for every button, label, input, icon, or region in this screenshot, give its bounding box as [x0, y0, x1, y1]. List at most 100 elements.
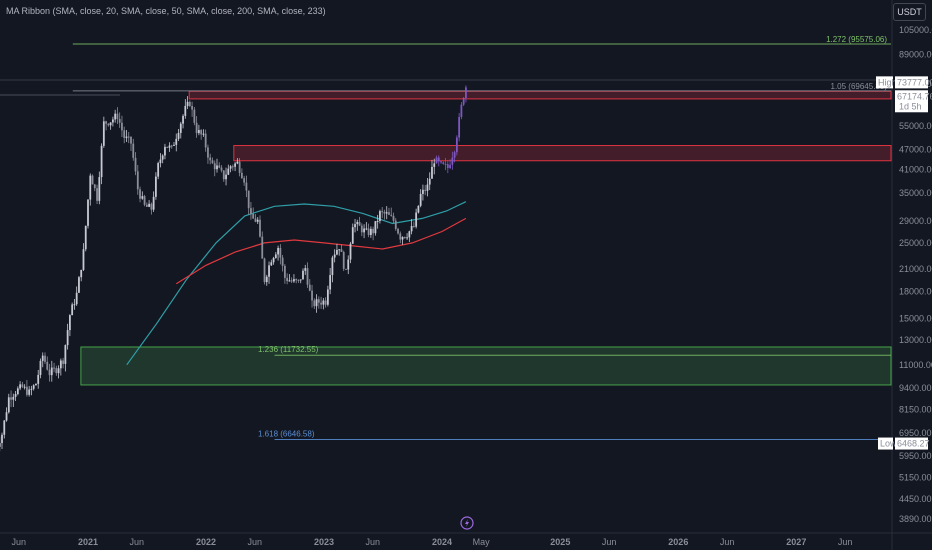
candle-body	[188, 101, 191, 107]
candle	[277, 245, 279, 261]
candle	[397, 227, 399, 235]
y-tick-label-12: 13000.00	[899, 335, 932, 345]
candle-body	[7, 397, 10, 413]
candle-countdown: 1d 5h	[899, 101, 922, 111]
candle	[259, 215, 261, 238]
candle	[84, 225, 87, 252]
candle	[35, 383, 37, 386]
candle	[440, 160, 442, 164]
candle-body	[84, 225, 87, 250]
candle-body	[385, 212, 388, 214]
low-tag-value: 6468.27	[897, 439, 930, 449]
candle	[415, 208, 418, 229]
candle-body	[234, 163, 236, 167]
low-tag-label: Low	[880, 439, 897, 449]
candle-body	[293, 279, 295, 282]
candle	[87, 199, 89, 229]
candle	[435, 155, 438, 164]
candle-body	[247, 190, 250, 209]
candle	[392, 212, 395, 224]
candle-body	[222, 170, 225, 180]
candle	[82, 243, 85, 271]
candle	[41, 352, 44, 368]
candle	[75, 286, 78, 306]
candle	[161, 154, 164, 164]
candle	[279, 244, 282, 265]
candle-body	[453, 152, 456, 158]
candle	[177, 128, 180, 141]
candle	[256, 217, 259, 225]
candle-body	[446, 164, 449, 168]
candle-body	[229, 166, 232, 169]
candle-body	[41, 355, 44, 361]
candle-body	[116, 113, 119, 119]
candle-body	[381, 211, 384, 213]
candle	[78, 275, 80, 294]
candle-body	[302, 270, 304, 280]
candle	[207, 144, 209, 164]
candle-body	[225, 174, 227, 180]
candle	[419, 189, 422, 208]
candle	[80, 269, 83, 282]
candle	[109, 122, 112, 130]
candle	[12, 393, 15, 407]
lightning-icon[interactable]	[460, 516, 474, 530]
candle-body	[96, 188, 98, 201]
candle-body	[265, 276, 268, 283]
zones-layer	[80, 90, 892, 386]
candle-body	[218, 165, 221, 168]
y-tick-label-6: 35000.00	[899, 188, 932, 198]
candle-body	[44, 355, 46, 362]
candle-body	[274, 254, 277, 258]
candle-body	[10, 397, 12, 400]
candle-body	[311, 290, 313, 301]
candle	[179, 121, 182, 139]
candle-body	[374, 221, 377, 234]
candle-body	[431, 166, 433, 179]
candle-body	[89, 175, 92, 200]
candle	[453, 150, 456, 163]
candle-body	[59, 360, 62, 369]
candle	[446, 160, 449, 174]
candle	[322, 297, 325, 310]
candle	[444, 158, 447, 171]
candle-body	[231, 166, 234, 168]
candle	[331, 255, 334, 283]
candle	[388, 207, 390, 216]
high-tag-label-bg	[876, 76, 893, 89]
candle	[265, 274, 268, 286]
candle	[401, 236, 404, 245]
candle-body	[358, 222, 361, 226]
candle	[369, 226, 372, 238]
candle	[39, 358, 42, 379]
x-axis[interactable]: Jun 2021 Jun 2022 Jun 2023 Jun 2024 May 2025 Jun 20…	[12, 537, 853, 547]
candle-body	[383, 211, 386, 214]
candle	[243, 175, 246, 186]
candle-body	[365, 228, 368, 230]
candle-body	[125, 136, 128, 138]
candle	[23, 384, 26, 390]
candle-body	[32, 385, 35, 389]
candle	[209, 153, 212, 165]
candle-body	[1, 434, 3, 444]
low-tag-label-bg	[878, 437, 893, 450]
candle-body	[21, 384, 24, 387]
candle-body	[159, 159, 162, 164]
indicator-title[interactable]: MA Ribbon (SMA, close, 20, SMA, close, 5…	[6, 6, 326, 16]
candle-body	[193, 109, 196, 123]
y-axis[interactable]: 105000.0089000.0073000.0055000.0047000.0…	[899, 25, 932, 524]
candle-body	[354, 224, 356, 228]
candle	[302, 268, 304, 280]
y-tick-label-15: 8150.00	[899, 404, 932, 414]
y-tick-label-10: 18000.00	[899, 287, 932, 297]
candle-body	[306, 268, 309, 285]
candle-body	[299, 279, 302, 281]
currency-button[interactable]: USDT	[893, 3, 926, 21]
high-tag-label: High	[878, 77, 897, 87]
candle-body	[0, 443, 1, 447]
candle	[311, 284, 313, 308]
candle-body	[360, 225, 363, 233]
candle	[379, 209, 381, 224]
